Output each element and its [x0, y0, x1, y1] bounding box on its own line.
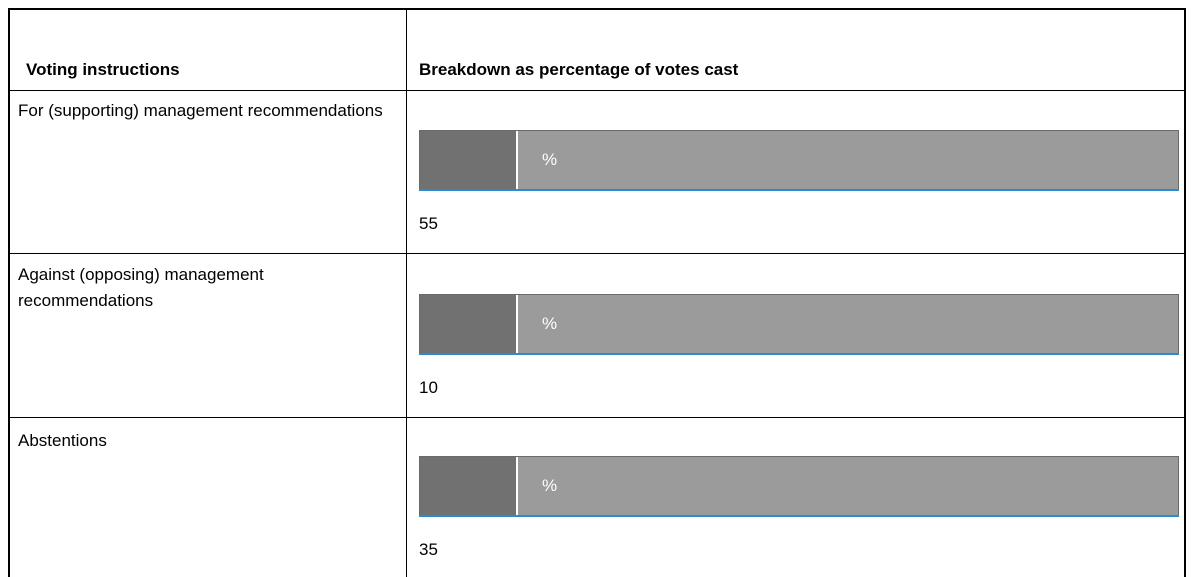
voting-table: Voting instructions Breakdown as percent…: [8, 8, 1186, 577]
percent-unit: %: [542, 150, 558, 169]
input-prefix-block: [420, 131, 518, 189]
input-focus-line: [419, 353, 1179, 355]
value-against: 10: [419, 378, 438, 397]
row-divider: [10, 90, 1184, 91]
input-focus-line: [419, 515, 1179, 517]
row-divider: [10, 253, 1184, 254]
value-for: 55: [419, 214, 438, 233]
row-label-for: For (supporting) management recommendati…: [18, 101, 383, 120]
header-breakdown: Breakdown as percentage of votes cast: [419, 60, 739, 79]
input-focus-line: [419, 189, 1179, 191]
header-voting-instructions: Voting instructions: [26, 60, 180, 79]
input-prefix-block: [420, 457, 518, 515]
percentage-input-abstentions[interactable]: %: [419, 456, 1179, 517]
percentage-input-for[interactable]: %: [419, 130, 1179, 191]
row-divider: [10, 417, 1184, 418]
value-abstentions: 35: [419, 540, 438, 559]
row-label-against: Against (opposing) management recommenda…: [18, 265, 264, 310]
percent-unit: %: [542, 314, 558, 333]
column-divider: [406, 10, 407, 577]
input-prefix-block: [420, 295, 518, 353]
percentage-input-against[interactable]: %: [419, 294, 1179, 355]
percent-unit: %: [542, 476, 558, 495]
row-label-abstentions: Abstentions: [18, 431, 107, 450]
